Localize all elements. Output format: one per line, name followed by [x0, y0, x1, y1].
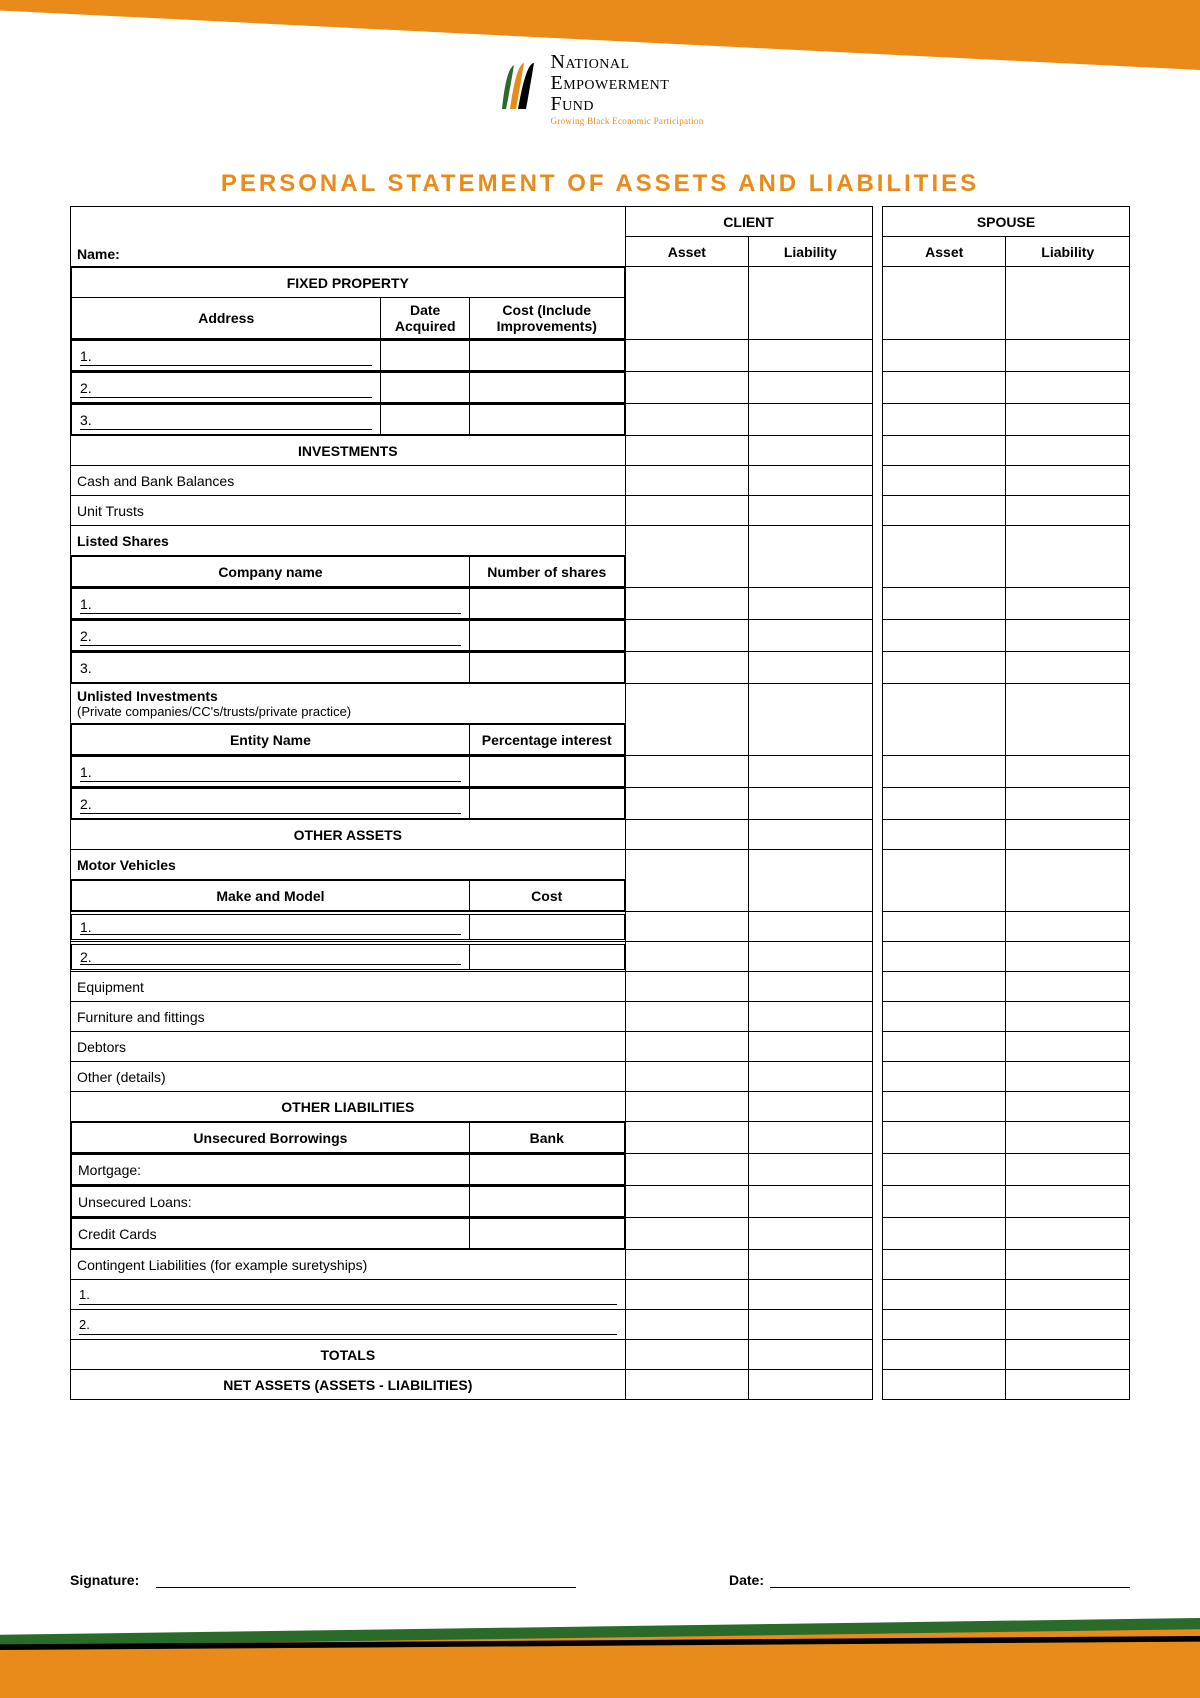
loans-row: Unsecured Loans: [72, 1187, 470, 1217]
fixed-property-title: FIXED PROPERTY [72, 268, 625, 298]
mv-col-make: Make and Model [72, 881, 470, 911]
fp-row-1: 1. [71, 340, 1130, 372]
logo-mark-icon [496, 59, 540, 120]
cash-row: Cash and Bank Balances [71, 466, 626, 496]
ls-col-shares: Number of shares [469, 557, 624, 587]
investments-title: INVESTMENTS [71, 436, 626, 466]
ls-row-1: 1. [71, 588, 1130, 620]
date-line[interactable] [770, 1568, 1130, 1588]
signature-line[interactable] [156, 1568, 576, 1588]
fp-col-address: Address [72, 298, 381, 339]
form-sheet: Name: CLIENT SPOUSE Asset Liability Asse… [70, 206, 1130, 1400]
furniture-row: Furniture and fittings [71, 1002, 626, 1032]
spouse-header: SPOUSE [883, 207, 1130, 237]
contingent-row: Contingent Liabilities (for example sure… [71, 1250, 626, 1280]
logo-tagline: Growing Black Economic Participation [550, 117, 703, 126]
ls-row-3: 3. [71, 652, 1130, 684]
other-assets-title: OTHER ASSETS [71, 820, 626, 850]
ul-row-1: 1. [71, 756, 1130, 788]
name-label: Name: [71, 207, 626, 267]
logo-text-2: Empowerment [550, 73, 703, 94]
logo-text-3: Fund [550, 94, 703, 115]
listed-shares-label: Listed Shares [71, 526, 626, 556]
mv-row-2: 2. [71, 942, 1130, 972]
ol-col-unsecured: Unsecured Borrowings [72, 1123, 470, 1153]
mv-row-1: 1. [71, 912, 1130, 942]
bottom-accent-bar [0, 1618, 1200, 1698]
ul-row-2: 2. [71, 788, 1130, 820]
ul-col-pct: Percentage interest [469, 725, 624, 755]
ls-col-company: Company name [72, 557, 470, 587]
fixed-property-block: FIXED PROPERTY Address Date Acquired Cos… [71, 267, 626, 340]
mortgage-row: Mortgage: [72, 1155, 470, 1185]
spouse-asset-hdr: Asset [883, 237, 1006, 267]
motor-label: Motor Vehicles [71, 850, 626, 880]
fp-row-3: 3. [71, 404, 1130, 436]
unit-trusts-row: Unit Trusts [71, 496, 626, 526]
signature-area: Signature: Date: [70, 1568, 1130, 1588]
debtors-row: Debtors [71, 1032, 626, 1062]
ol-col-bank: Bank [469, 1123, 624, 1153]
page-title: PERSONAL STATEMENT OF ASSETS AND LIABILI… [0, 170, 1200, 198]
other-details-row: Other (details) [71, 1062, 626, 1092]
client-liability-hdr: Liability [749, 237, 872, 267]
date-label: Date: [729, 1572, 764, 1588]
totals-row: TOTALS [71, 1340, 626, 1370]
spouse-liability-hdr: Liability [1006, 237, 1130, 267]
logo: National Empowerment Fund Growing Black … [0, 52, 1200, 126]
ul-col-entity: Entity Name [72, 725, 470, 755]
client-header: CLIENT [625, 207, 872, 237]
fp-row-2: 2. [71, 372, 1130, 404]
fp-col-cost: Cost (Include Improvements) [469, 298, 624, 339]
equipment-row: Equipment [71, 972, 626, 1002]
other-liab-title: OTHER LIABILITIES [71, 1092, 626, 1122]
cl-row-1: 1. [71, 1280, 1130, 1310]
signature-label: Signature: [70, 1573, 150, 1588]
assets-liabilities-table: Name: CLIENT SPOUSE Asset Liability Asse… [70, 206, 1130, 1400]
logo-text-1: National [550, 52, 703, 73]
cl-row-2: 2. [71, 1310, 1130, 1340]
net-assets-row: NET ASSETS (ASSETS - LIABILITIES) [71, 1370, 626, 1400]
fp-col-date: Date Acquired [381, 298, 469, 339]
credit-row: Credit Cards [72, 1219, 470, 1249]
unlisted-block: Unlisted Investments (Private companies/… [71, 684, 626, 724]
ls-row-2: 2. [71, 620, 1130, 652]
mv-col-cost: Cost [469, 881, 624, 911]
client-asset-hdr: Asset [625, 237, 748, 267]
